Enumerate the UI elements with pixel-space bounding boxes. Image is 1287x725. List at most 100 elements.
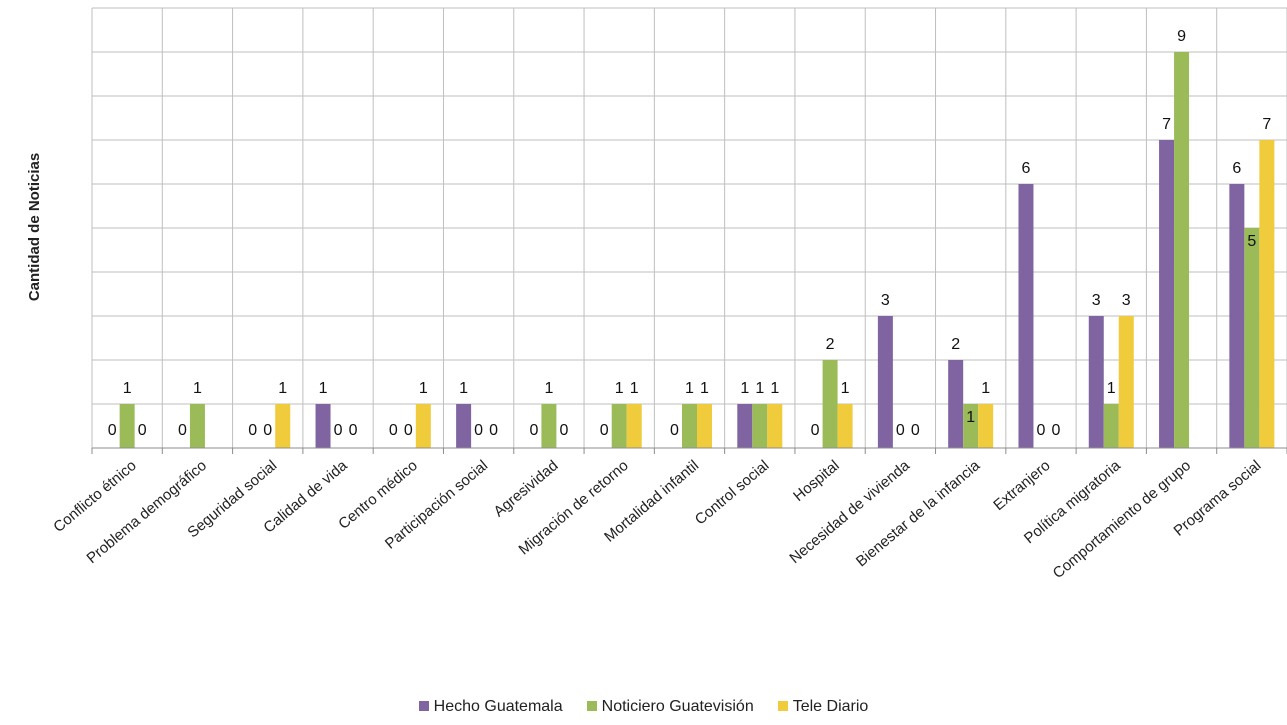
x-tick-label: Control social bbox=[692, 457, 773, 528]
legend-label: Hecho Guatemala bbox=[433, 698, 563, 715]
data-label: 0 bbox=[263, 422, 272, 439]
data-label: 0 bbox=[138, 422, 147, 439]
data-label: 0 bbox=[911, 422, 920, 439]
x-tick-label: Problema demográfico bbox=[83, 457, 210, 567]
data-label: 1 bbox=[700, 380, 709, 397]
x-tick-label: Hospital bbox=[790, 457, 842, 505]
bar bbox=[877, 316, 893, 448]
data-label: 0 bbox=[1037, 422, 1046, 439]
data-label: 1 bbox=[630, 380, 639, 397]
data-label: 0 bbox=[108, 422, 117, 439]
bar bbox=[189, 404, 205, 448]
x-tick-label: Extranjero bbox=[990, 457, 1053, 514]
data-label: 1 bbox=[459, 380, 468, 397]
data-label: 0 bbox=[389, 422, 398, 439]
bar bbox=[1259, 140, 1275, 448]
bar bbox=[1159, 140, 1175, 448]
bar bbox=[682, 404, 697, 448]
data-label: 5 bbox=[1247, 233, 1256, 250]
bar bbox=[275, 404, 291, 448]
bar bbox=[611, 404, 627, 448]
bar bbox=[119, 404, 135, 448]
bars bbox=[119, 52, 1275, 448]
data-label: 0 bbox=[811, 422, 820, 439]
data-label: 1 bbox=[544, 380, 553, 397]
bar bbox=[1174, 52, 1190, 448]
legend-swatch bbox=[777, 701, 788, 711]
data-label: 1 bbox=[841, 380, 850, 397]
data-label: 7 bbox=[1162, 116, 1171, 133]
data-label: 2 bbox=[826, 336, 835, 353]
bar bbox=[837, 404, 853, 448]
data-label: 9 bbox=[1177, 28, 1186, 45]
data-label: 0 bbox=[334, 422, 343, 439]
bar bbox=[1229, 184, 1245, 448]
data-label: 3 bbox=[881, 292, 890, 309]
data-label: 1 bbox=[981, 380, 990, 397]
legend-item: Tele Diario bbox=[777, 698, 869, 716]
data-label: 0 bbox=[349, 422, 358, 439]
data-label: 0 bbox=[178, 422, 187, 439]
data-label: 0 bbox=[559, 422, 568, 439]
x-tick-label: Bienestar de la infancia bbox=[853, 457, 984, 571]
data-label: 1 bbox=[615, 380, 624, 397]
bar bbox=[541, 404, 557, 448]
bar bbox=[752, 404, 768, 448]
data-label: 1 bbox=[770, 380, 779, 397]
legend: Hecho Guatemala Noticiero Guatevisión Tele… bbox=[0, 698, 1287, 716]
x-tick-label: Comportamiento de grupo bbox=[1050, 457, 1194, 582]
data-label: 6 bbox=[1022, 160, 1031, 177]
data-label: 1 bbox=[419, 380, 428, 397]
y-axis-label: Cantidad de Noticias bbox=[26, 153, 43, 301]
data-label: 7 bbox=[1262, 116, 1271, 133]
data-label: 0 bbox=[529, 422, 538, 439]
bar bbox=[415, 404, 431, 448]
bar bbox=[1088, 316, 1104, 448]
data-label: 0 bbox=[489, 422, 498, 439]
gridlines bbox=[91, 7, 1287, 449]
data-label: 1 bbox=[755, 380, 764, 397]
data-label: 3 bbox=[1092, 292, 1101, 309]
bar bbox=[822, 360, 838, 448]
bar bbox=[1103, 404, 1119, 448]
bar bbox=[948, 360, 964, 448]
bar bbox=[963, 404, 979, 448]
data-label: 1 bbox=[966, 409, 975, 426]
data-label: 2 bbox=[951, 336, 960, 353]
data-label: 1 bbox=[193, 380, 202, 397]
data-label: 0 bbox=[1052, 422, 1061, 439]
data-label: 1 bbox=[319, 380, 328, 397]
data-label: 0 bbox=[474, 422, 483, 439]
data-label: 1 bbox=[685, 380, 694, 397]
bar bbox=[1018, 184, 1034, 448]
legend-item: Hecho Guatemala bbox=[418, 698, 563, 716]
data-label: 1 bbox=[278, 380, 287, 397]
legend-swatch bbox=[586, 701, 597, 711]
bar bbox=[737, 404, 753, 448]
data-label: 1 bbox=[1107, 380, 1116, 397]
legend-item: Noticiero Guatevisión bbox=[586, 698, 754, 716]
legend-label: Tele Diario bbox=[792, 698, 869, 715]
bar bbox=[1244, 228, 1260, 448]
data-label: 0 bbox=[600, 422, 609, 439]
data-label: 0 bbox=[670, 422, 679, 439]
bar bbox=[697, 404, 712, 448]
bar bbox=[978, 404, 994, 448]
bar bbox=[767, 404, 783, 448]
legend-label: Noticiero Guatevisión bbox=[601, 698, 754, 715]
data-label: 6 bbox=[1232, 160, 1241, 177]
axes bbox=[91, 447, 1287, 454]
bar bbox=[626, 404, 642, 448]
x-tick-label: Necesidad de vivienda bbox=[786, 457, 913, 567]
x-tick-label: Agresividad bbox=[491, 457, 562, 520]
bar bbox=[456, 404, 472, 448]
data-label: 1 bbox=[123, 380, 132, 397]
data-label: 0 bbox=[248, 422, 257, 439]
bar bbox=[315, 404, 331, 448]
data-label: 3 bbox=[1122, 292, 1131, 309]
bar bbox=[1118, 316, 1134, 448]
data-label: 1 bbox=[740, 380, 749, 397]
